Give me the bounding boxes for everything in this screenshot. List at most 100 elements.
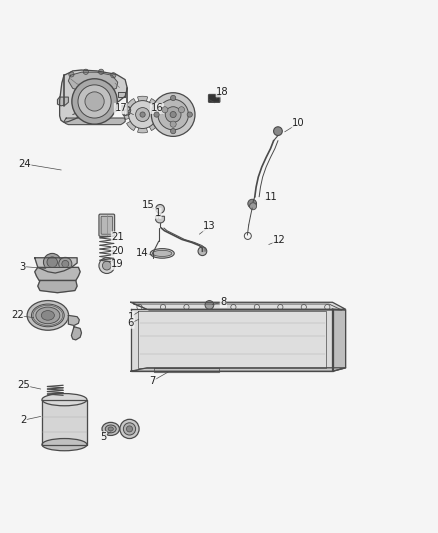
Ellipse shape xyxy=(162,107,168,113)
Text: 15: 15 xyxy=(142,200,155,211)
Circle shape xyxy=(250,203,257,210)
Polygon shape xyxy=(118,92,125,97)
Text: 7: 7 xyxy=(149,376,156,386)
Text: 18: 18 xyxy=(216,87,229,97)
Circle shape xyxy=(62,261,69,268)
Circle shape xyxy=(158,99,188,130)
Text: 10: 10 xyxy=(292,118,305,128)
Circle shape xyxy=(69,72,74,77)
Polygon shape xyxy=(35,268,80,280)
Circle shape xyxy=(99,69,104,75)
Circle shape xyxy=(187,112,192,117)
Ellipse shape xyxy=(42,439,87,451)
Polygon shape xyxy=(155,216,164,223)
Wedge shape xyxy=(138,96,148,115)
Wedge shape xyxy=(127,115,143,131)
Polygon shape xyxy=(332,309,346,372)
Ellipse shape xyxy=(32,304,64,327)
Circle shape xyxy=(170,128,176,134)
Polygon shape xyxy=(153,368,219,372)
Text: 1: 1 xyxy=(127,312,134,322)
Text: 25: 25 xyxy=(17,380,30,390)
Circle shape xyxy=(59,257,72,270)
Wedge shape xyxy=(143,109,161,119)
FancyBboxPatch shape xyxy=(99,214,115,236)
Wedge shape xyxy=(138,115,148,133)
FancyBboxPatch shape xyxy=(101,216,113,234)
Polygon shape xyxy=(131,302,346,309)
Polygon shape xyxy=(122,106,131,116)
Ellipse shape xyxy=(178,107,184,113)
Text: 8: 8 xyxy=(220,297,226,308)
Circle shape xyxy=(155,205,164,213)
Circle shape xyxy=(170,95,176,101)
Ellipse shape xyxy=(105,425,116,433)
Ellipse shape xyxy=(150,248,174,258)
Polygon shape xyxy=(38,280,77,293)
Circle shape xyxy=(151,93,195,136)
Text: 24: 24 xyxy=(18,159,31,169)
Wedge shape xyxy=(127,99,143,115)
Text: 11: 11 xyxy=(265,192,278,201)
Polygon shape xyxy=(138,311,326,368)
Text: 13: 13 xyxy=(203,221,215,231)
Circle shape xyxy=(85,92,104,111)
Text: 22: 22 xyxy=(11,310,24,320)
Circle shape xyxy=(170,111,176,118)
Text: 6: 6 xyxy=(127,318,134,328)
Ellipse shape xyxy=(27,301,69,330)
Circle shape xyxy=(120,419,139,439)
Ellipse shape xyxy=(152,251,172,256)
Ellipse shape xyxy=(170,121,176,127)
Polygon shape xyxy=(134,304,342,310)
Polygon shape xyxy=(35,258,77,273)
Circle shape xyxy=(111,72,116,78)
Text: 3: 3 xyxy=(19,262,26,271)
Ellipse shape xyxy=(108,427,113,431)
Circle shape xyxy=(83,69,88,75)
Circle shape xyxy=(72,79,117,124)
Circle shape xyxy=(198,247,207,256)
Circle shape xyxy=(248,199,257,208)
Text: 16: 16 xyxy=(151,103,163,114)
Circle shape xyxy=(154,112,159,117)
Text: 17: 17 xyxy=(114,103,127,114)
FancyBboxPatch shape xyxy=(208,94,220,102)
Ellipse shape xyxy=(36,307,60,324)
Circle shape xyxy=(43,253,61,271)
Ellipse shape xyxy=(41,311,54,320)
Circle shape xyxy=(165,107,181,123)
Wedge shape xyxy=(143,99,159,115)
Circle shape xyxy=(124,423,136,435)
Polygon shape xyxy=(64,118,125,125)
Polygon shape xyxy=(57,97,68,106)
Text: 2: 2 xyxy=(20,415,27,425)
Polygon shape xyxy=(71,327,81,340)
Text: 12: 12 xyxy=(273,235,286,245)
Text: 14: 14 xyxy=(136,248,149,259)
Polygon shape xyxy=(42,400,87,445)
Wedge shape xyxy=(143,115,159,131)
Circle shape xyxy=(205,301,214,309)
Circle shape xyxy=(99,258,115,273)
Wedge shape xyxy=(124,109,143,119)
Ellipse shape xyxy=(102,422,120,435)
Circle shape xyxy=(140,112,145,117)
Polygon shape xyxy=(131,309,332,372)
Circle shape xyxy=(102,261,111,270)
Circle shape xyxy=(78,85,111,118)
Circle shape xyxy=(274,127,283,135)
Circle shape xyxy=(136,108,150,122)
Text: 20: 20 xyxy=(111,246,124,256)
Ellipse shape xyxy=(42,393,87,406)
Text: 5: 5 xyxy=(100,432,106,442)
Polygon shape xyxy=(131,368,346,372)
Polygon shape xyxy=(68,72,118,92)
Circle shape xyxy=(129,101,156,128)
Circle shape xyxy=(47,257,57,268)
Polygon shape xyxy=(68,316,79,326)
Polygon shape xyxy=(60,70,127,123)
Text: 21: 21 xyxy=(111,232,124,242)
Circle shape xyxy=(127,426,133,432)
Text: 19: 19 xyxy=(111,260,124,269)
